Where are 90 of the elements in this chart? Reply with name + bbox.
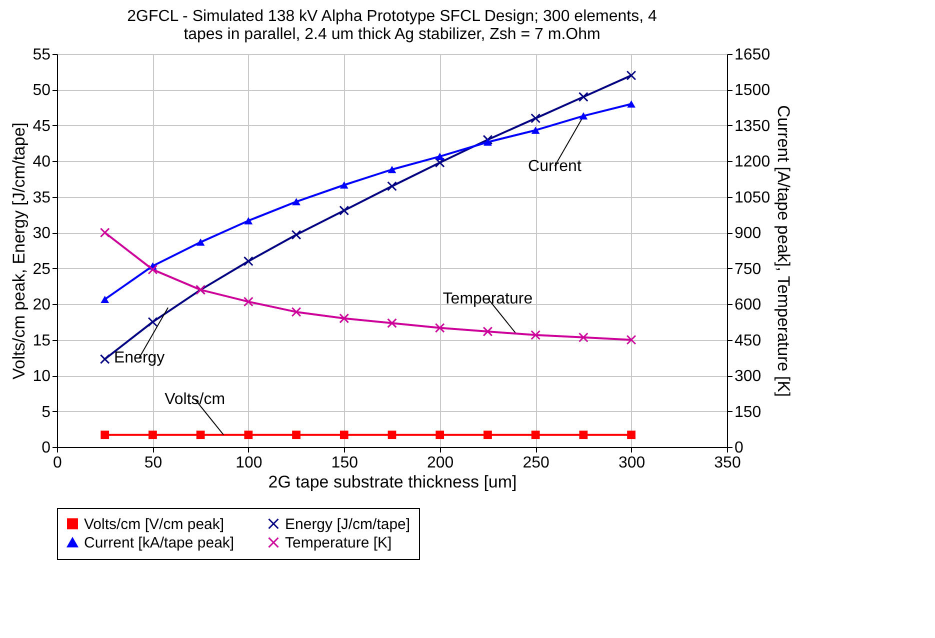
y2-tick-label: 450	[734, 332, 762, 350]
y2-tick-label: 750	[734, 260, 762, 278]
y-tick-label: 25	[32, 260, 51, 278]
point	[482, 326, 493, 336]
point	[579, 430, 588, 440]
x-tick-label: 0	[53, 454, 62, 472]
legend-label: Energy [J/cm/tape]	[285, 516, 410, 533]
y2-tick-label: 1050	[734, 189, 770, 206]
legend-label: Current [kA/tape peak]	[84, 534, 234, 552]
y-tick-label: 40	[32, 154, 51, 171]
y2-tick-label: 0	[734, 440, 744, 456]
point	[292, 430, 300, 440]
y-tick-label: 20	[32, 296, 51, 314]
y-tick-label: 5	[42, 404, 51, 421]
point	[292, 198, 300, 206]
point	[579, 112, 588, 120]
y2-tick-label: 1650	[734, 46, 770, 64]
point	[482, 134, 493, 145]
point	[340, 430, 348, 440]
y-tick-label: 35	[32, 189, 51, 206]
point	[100, 228, 110, 238]
y-tick-label: 15	[32, 332, 51, 350]
point	[627, 100, 636, 108]
legend-label: Temperature [K]	[285, 534, 392, 552]
y-tick-label: 0	[42, 440, 51, 456]
text: tapes in parallel, 2.4 um thick Ag stabilizer, Zsh = 7 m.Ohm	[184, 26, 600, 43]
point	[244, 217, 253, 224]
point	[339, 206, 350, 216]
point	[196, 430, 205, 440]
x-tick-label: 100	[236, 454, 262, 472]
y-tick-label: 10	[32, 368, 51, 386]
annotation: Current	[528, 158, 582, 176]
x-tick-label: 250	[522, 454, 550, 472]
point	[388, 430, 396, 440]
y2-tick-label: 1350	[734, 118, 770, 135]
point	[530, 113, 541, 124]
y-tick-label: 30	[32, 225, 51, 242]
point	[243, 256, 254, 266]
point	[339, 313, 350, 324]
point	[626, 334, 636, 345]
point	[436, 430, 444, 440]
point	[578, 332, 588, 342]
y-tick-label: 55	[32, 46, 51, 64]
point	[484, 138, 492, 146]
point	[530, 330, 541, 340]
annotation: Temperature	[442, 290, 533, 308]
point	[626, 70, 636, 80]
point	[627, 430, 636, 440]
y2-tick-label: 150	[734, 404, 762, 421]
point	[100, 296, 110, 303]
x-tick-label: 200	[427, 454, 454, 472]
point	[291, 307, 302, 317]
point	[436, 152, 444, 160]
point	[578, 92, 588, 102]
point	[244, 430, 253, 440]
point	[434, 158, 445, 168]
point	[100, 430, 110, 440]
point	[340, 181, 348, 189]
point	[148, 430, 157, 440]
text: 2GFCL - Simulated 138 kV Alpha Prototype SFCL Design; 300 elements, 4	[127, 8, 657, 25]
y-tick-label: 45	[32, 118, 51, 135]
point	[387, 318, 397, 328]
point	[388, 166, 396, 174]
point	[148, 264, 158, 274]
point	[196, 238, 205, 246]
point	[531, 126, 540, 134]
y2-tick-label: 600	[734, 296, 762, 314]
y2-tick-label: 900	[734, 225, 762, 242]
point	[387, 181, 397, 192]
y-tick-label: 50	[32, 82, 51, 100]
point	[434, 322, 445, 333]
point	[100, 354, 110, 364]
x-tick-label: 350	[714, 454, 741, 472]
annotation: Energy	[114, 350, 165, 367]
legend-label: Volts/cm [V/cm peak]	[84, 516, 224, 533]
point	[243, 296, 254, 307]
point	[148, 317, 158, 327]
x-axis-title: 2G tape substrate thickness [um]	[268, 472, 517, 492]
annotation: Volts/cm	[164, 391, 226, 408]
y2-tick-label: 300	[734, 368, 762, 386]
point	[291, 230, 302, 240]
y2-axis-title: Current [A/tape peak], Temperature [K]	[774, 105, 794, 397]
x-tick-label: 150	[331, 454, 358, 472]
y-axis-title: Volts/cm peak, Energy [J/cm/tape]	[10, 122, 29, 380]
x-tick-label: 50	[144, 454, 162, 472]
x-tick-label: 300	[618, 454, 646, 472]
y2-tick-label: 1200	[734, 154, 770, 171]
point	[484, 430, 492, 440]
point	[531, 430, 540, 440]
y2-tick-label: 1500	[734, 82, 770, 100]
